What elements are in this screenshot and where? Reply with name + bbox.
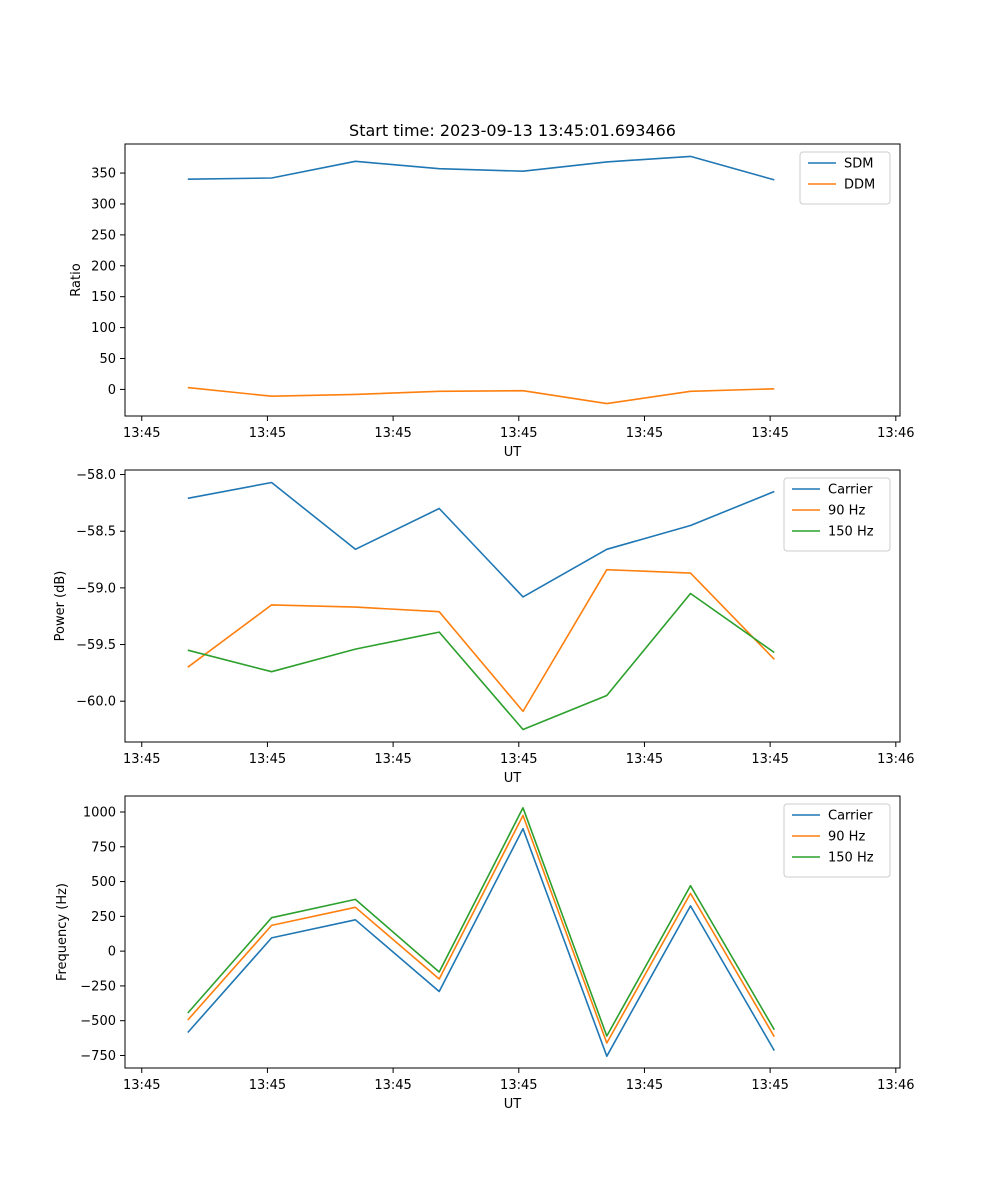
- legend-box: [783, 803, 891, 878]
- legend-label: Carrier: [828, 809, 873, 824]
- legend-label: 150 Hz: [828, 525, 874, 540]
- x-axis-label: UT: [504, 771, 522, 786]
- y-tick-label: 350: [91, 167, 116, 182]
- y-tick-label: 500: [91, 875, 116, 890]
- plot-area: [125, 144, 900, 416]
- series-line-90-hz: [187, 814, 775, 1044]
- y-tick-label: −59.0: [76, 581, 116, 596]
- plot-frame: [124, 143, 901, 417]
- y-tick-label: 150: [91, 290, 116, 305]
- y-tick-label: −58.5: [76, 525, 116, 540]
- x-axis-label: UT: [504, 1097, 522, 1112]
- y-tick-label: 0: [108, 383, 116, 398]
- y-tick-label: 300: [91, 197, 116, 212]
- plot-frame: [124, 469, 901, 743]
- y-tick-label: 100: [91, 321, 116, 336]
- legend: Carrier 90 Hz 150 Hz: [783, 477, 891, 552]
- y-tick-label: 200: [91, 259, 116, 274]
- y-tick-label: 1000: [83, 806, 116, 821]
- legend: Carrier 90 Hz 150 Hz: [783, 803, 891, 878]
- y-tick-label: 750: [91, 840, 116, 855]
- legend-label: 150 Hz: [828, 851, 874, 866]
- x-tick-label: 13:45: [374, 752, 411, 767]
- x-tick-label: 13:45: [249, 1078, 286, 1093]
- x-tick-label: 13:45: [123, 1078, 160, 1093]
- x-tick-label: 13:45: [751, 752, 788, 767]
- chart-panel-2: 13:45 13:45 13:45 13:45 13:45 13:45 13:46 −58.0…: [53, 468, 915, 786]
- chart-panel-3: 13:45 13:45 13:45 13:45 13:45 13:45 13:46 1000 7…: [55, 795, 915, 1112]
- y-axis-label: Frequency (Hz): [55, 883, 70, 981]
- legend: SDM DDM: [799, 151, 891, 205]
- y-tick-label: −750: [80, 1049, 116, 1064]
- legend-label: 90 Hz: [828, 504, 865, 519]
- legend-label: Carrier: [828, 483, 873, 498]
- plot-area: [125, 470, 900, 742]
- x-tick-label: 13:45: [374, 1078, 411, 1093]
- y-tick-label: −58.0: [76, 468, 116, 483]
- series-line-carrier: [187, 827, 775, 1057]
- x-tick-label: 13:45: [751, 1078, 788, 1093]
- y-tick-label: −500: [80, 1014, 116, 1029]
- legend-label: DDM: [844, 178, 875, 193]
- series-line-carrier: [187, 481, 775, 598]
- y-axis-label: Power (dB): [53, 571, 68, 642]
- x-tick-label: 13:45: [626, 426, 663, 441]
- x-tick-label: 13:45: [123, 426, 160, 441]
- y-tick-label: −59.5: [76, 638, 116, 653]
- y-tick-label: 50: [99, 352, 116, 367]
- x-tick-label: 13:45: [249, 426, 286, 441]
- chart-title: Start time: 2023-09-13 13:45:01.693466: [349, 121, 676, 140]
- chart-panel-1: Start time: 2023-09-13 13:45:01.693466 13…: [69, 121, 915, 460]
- x-tick-label: 13:45: [751, 426, 788, 441]
- x-tick-label: 13:45: [500, 1078, 537, 1093]
- legend-label: 90 Hz: [828, 830, 865, 845]
- x-tick-label: 13:45: [123, 752, 160, 767]
- legend-box: [799, 151, 891, 205]
- x-tick-label: 13:46: [877, 1078, 914, 1093]
- x-axis-label: UT: [504, 445, 522, 460]
- series-line-sdm: [187, 155, 775, 181]
- y-axis-label: Ratio: [69, 263, 84, 296]
- legend-label: SDM: [844, 157, 873, 172]
- chart-layer: Start time: 2023-09-13 13:45:01.693466 13…: [53, 121, 915, 1112]
- x-tick-label: 13:45: [249, 752, 286, 767]
- y-tick-label: 250: [91, 910, 116, 925]
- plot-frame: [124, 795, 901, 1069]
- x-tick-label: 13:45: [374, 426, 411, 441]
- series-line-ddm: [187, 386, 775, 405]
- series-line-90-hz: [187, 568, 775, 713]
- legend-box: [783, 477, 891, 552]
- y-tick-label: −250: [80, 979, 116, 994]
- x-tick-label: 13:46: [877, 426, 914, 441]
- y-tick-label: 0: [108, 945, 116, 960]
- y-tick-label: −60.0: [76, 695, 116, 710]
- x-tick-label: 13:45: [626, 1078, 663, 1093]
- series-line-150-hz: [187, 806, 775, 1037]
- x-tick-label: 13:45: [626, 752, 663, 767]
- x-tick-label: 13:45: [500, 426, 537, 441]
- x-tick-label: 13:45: [500, 752, 537, 767]
- y-tick-label: 250: [91, 228, 116, 243]
- series-line-150-hz: [187, 592, 775, 731]
- x-tick-label: 13:46: [877, 752, 914, 767]
